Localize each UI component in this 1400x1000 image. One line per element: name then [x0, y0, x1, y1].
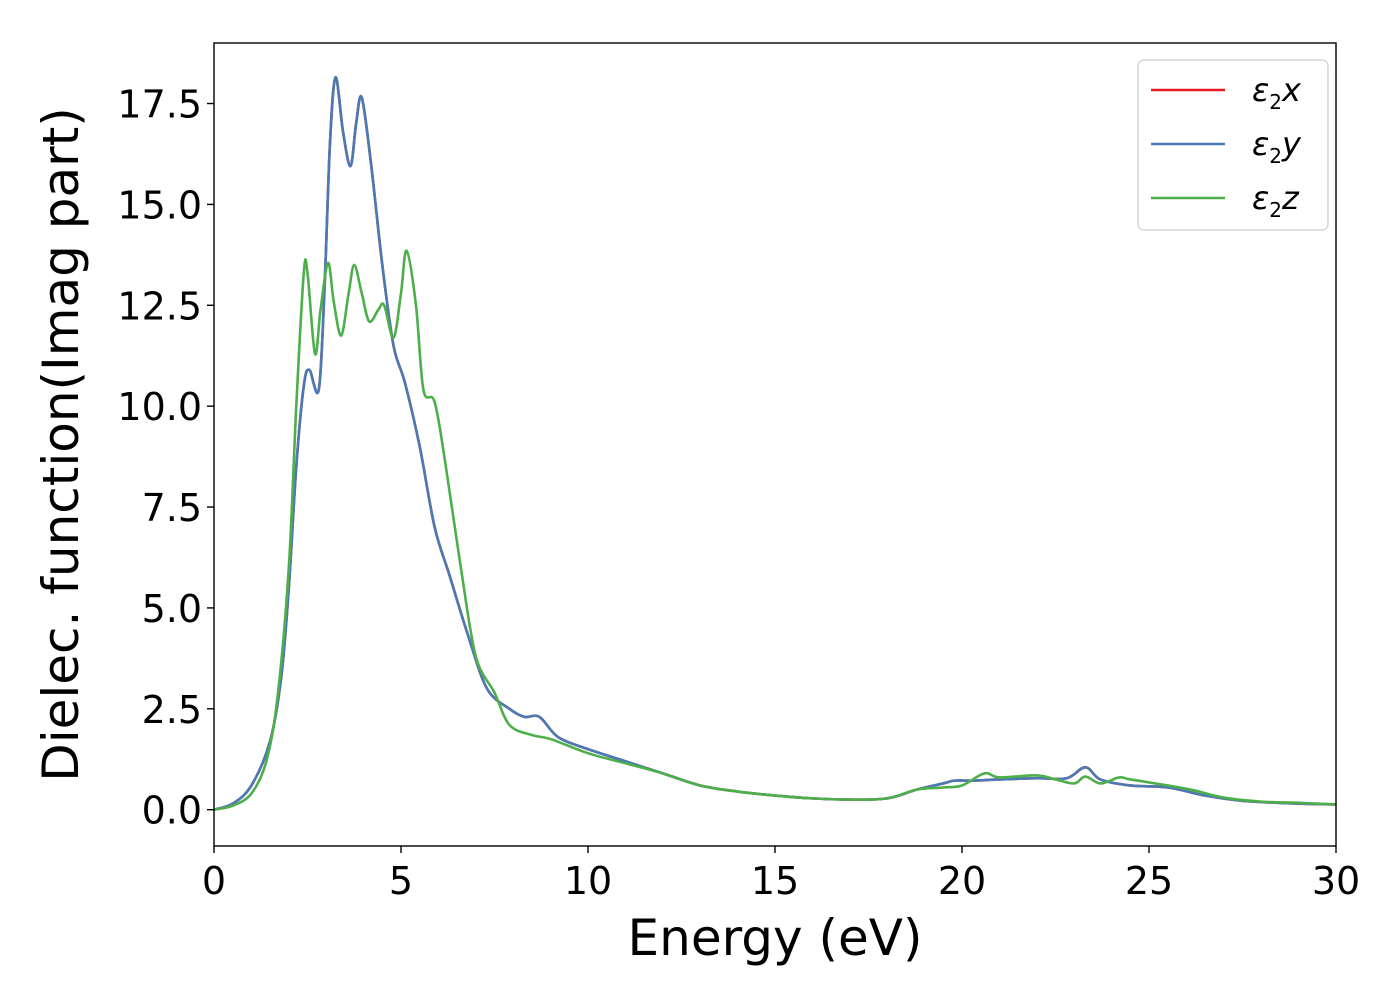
y-tick-label: 5.0: [142, 587, 202, 631]
x-tick-label: 15: [751, 859, 799, 903]
y-tick-label: 7.5: [142, 486, 202, 530]
y-tick-label: 2.5: [142, 688, 202, 732]
legend-label-z: ε2z: [1252, 179, 1300, 222]
y-tick-label: 12.5: [117, 284, 202, 328]
x-tick-label: 20: [938, 859, 986, 903]
x-tick-label: 30: [1312, 859, 1360, 903]
legend-label-y: ε2y: [1252, 125, 1302, 168]
axis-ticks: 0 5 10 15 20 25 30 0.0 2.5 5.0 7.5 10.0 12.5 15.0 17.5: [117, 83, 1360, 903]
legend-box: [1137, 59, 1329, 231]
y-tick-label: 10.0: [117, 385, 202, 429]
y-axis-label: Dielec. function(Imag part): [32, 107, 90, 782]
series-line-y: [214, 75, 1336, 811]
legend-label-x: ε2x: [1252, 71, 1302, 114]
legend: ε2x ε2y ε2z: [1137, 59, 1329, 231]
series-layer: [214, 75, 1336, 811]
x-tick-label: 25: [1125, 859, 1173, 903]
x-tick-label: 10: [564, 859, 612, 903]
y-tick-label: 17.5: [117, 83, 202, 127]
y-tick-label: 0.0: [142, 789, 202, 833]
series-line-z: [214, 249, 1336, 811]
x-tick-label: 0: [202, 859, 226, 903]
x-tick-label: 5: [389, 859, 413, 903]
x-axis-label: Energy (eV): [628, 909, 923, 967]
y-tick-label: 15.0: [117, 183, 202, 227]
